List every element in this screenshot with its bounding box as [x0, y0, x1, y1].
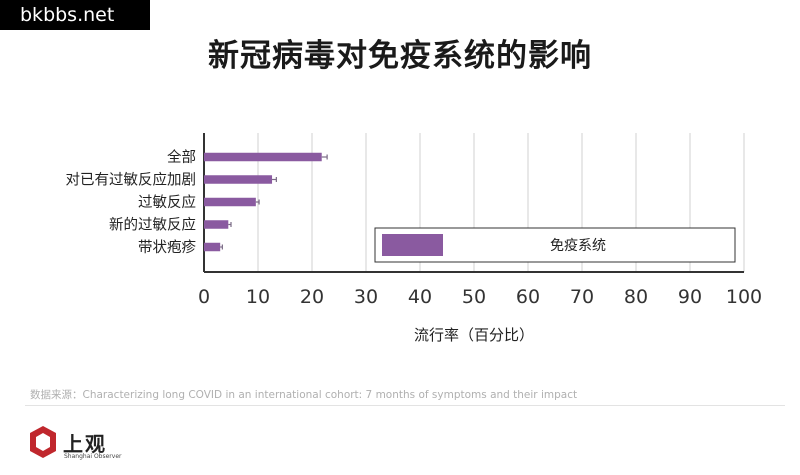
bar [204, 197, 256, 207]
x-tick-label: 90 [678, 286, 702, 308]
bar [204, 152, 322, 162]
x-tick-label: 0 [198, 286, 210, 308]
divider [25, 405, 785, 406]
x-axis-title: 流行率（百分比） [414, 326, 534, 344]
category-label: 带状疱疹 [138, 239, 196, 256]
bar [204, 242, 221, 252]
logo-mark-icon [30, 426, 56, 458]
logo-name: 上观 [63, 432, 107, 456]
x-tick-label: 80 [624, 286, 648, 308]
x-tick-label: 20 [300, 286, 324, 308]
legend-swatch [382, 234, 443, 256]
x-tick-label: 70 [570, 286, 594, 308]
x-tick-label: 60 [516, 286, 540, 308]
bar [204, 220, 229, 229]
legend-label: 免疫系统 [550, 238, 606, 254]
x-tick-label: 100 [726, 286, 762, 308]
x-tick-label: 30 [354, 286, 378, 308]
x-tick-label: 40 [408, 286, 432, 308]
logo-subtitle: Shanghai Observer [64, 453, 122, 460]
bar [204, 175, 273, 184]
source-note: 数据来源：Characterizing long COVID in an int… [30, 389, 578, 401]
shanghai-observer-logo: 上观 Shanghai Observer [28, 425, 168, 467]
x-tick-label: 10 [246, 286, 270, 308]
category-label: 新的过敏反应 [109, 216, 196, 234]
chart-title: 新冠病毒对免疫系统的影响 [208, 38, 592, 74]
category-label: 过敏反应 [138, 193, 196, 211]
category-label: 全部 [167, 148, 196, 166]
category-label: 对已有过敏反应加剧 [66, 171, 197, 189]
watermark: bkbbs.net [0, 0, 150, 30]
x-tick-label: 50 [462, 286, 486, 308]
